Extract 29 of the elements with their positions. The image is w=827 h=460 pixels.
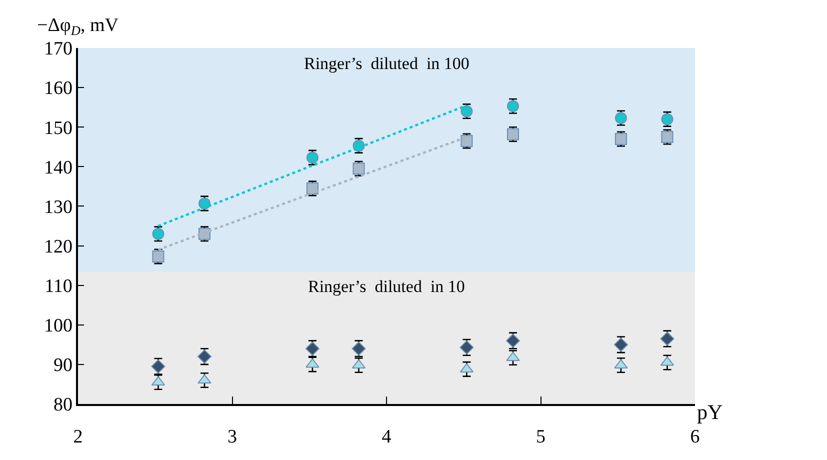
point: [151, 359, 166, 374]
y-tick-label: 80: [53, 394, 72, 416]
y-tick-label: 170: [44, 38, 72, 60]
x-tick-label: 2: [73, 426, 83, 448]
point: [197, 350, 212, 364]
y-tick-label: 160: [44, 78, 72, 100]
y-tick-label: 100: [44, 316, 72, 337]
band-label: Ringer’s diluted in 100: [304, 54, 470, 73]
point: [306, 358, 320, 368]
x-tick-label: 4: [382, 426, 392, 448]
point: [506, 334, 520, 348]
point: [198, 374, 212, 384]
y-tick-label: 150: [44, 118, 72, 139]
y-tick-label: 140: [44, 157, 72, 178]
y-tick-label: 110: [44, 276, 72, 297]
y-tick-label: 120: [44, 236, 72, 258]
x-tick-label: 3: [228, 426, 237, 448]
point: [305, 342, 320, 356]
x-tick-label: 5: [536, 426, 546, 448]
y-axis-title: −Δφ$_{D}$, mV: [37, 15, 119, 38]
y-tick-label: 90: [53, 355, 72, 376]
point: [660, 332, 674, 346]
x-axis-title: pY: [697, 400, 723, 424]
band-label: Ringer’s diluted in 10: [308, 277, 465, 296]
x-tick-label: 6: [690, 426, 700, 448]
y-tick-label: 130: [44, 196, 72, 218]
point: [352, 342, 366, 356]
point: [460, 340, 474, 354]
point: [614, 338, 628, 352]
